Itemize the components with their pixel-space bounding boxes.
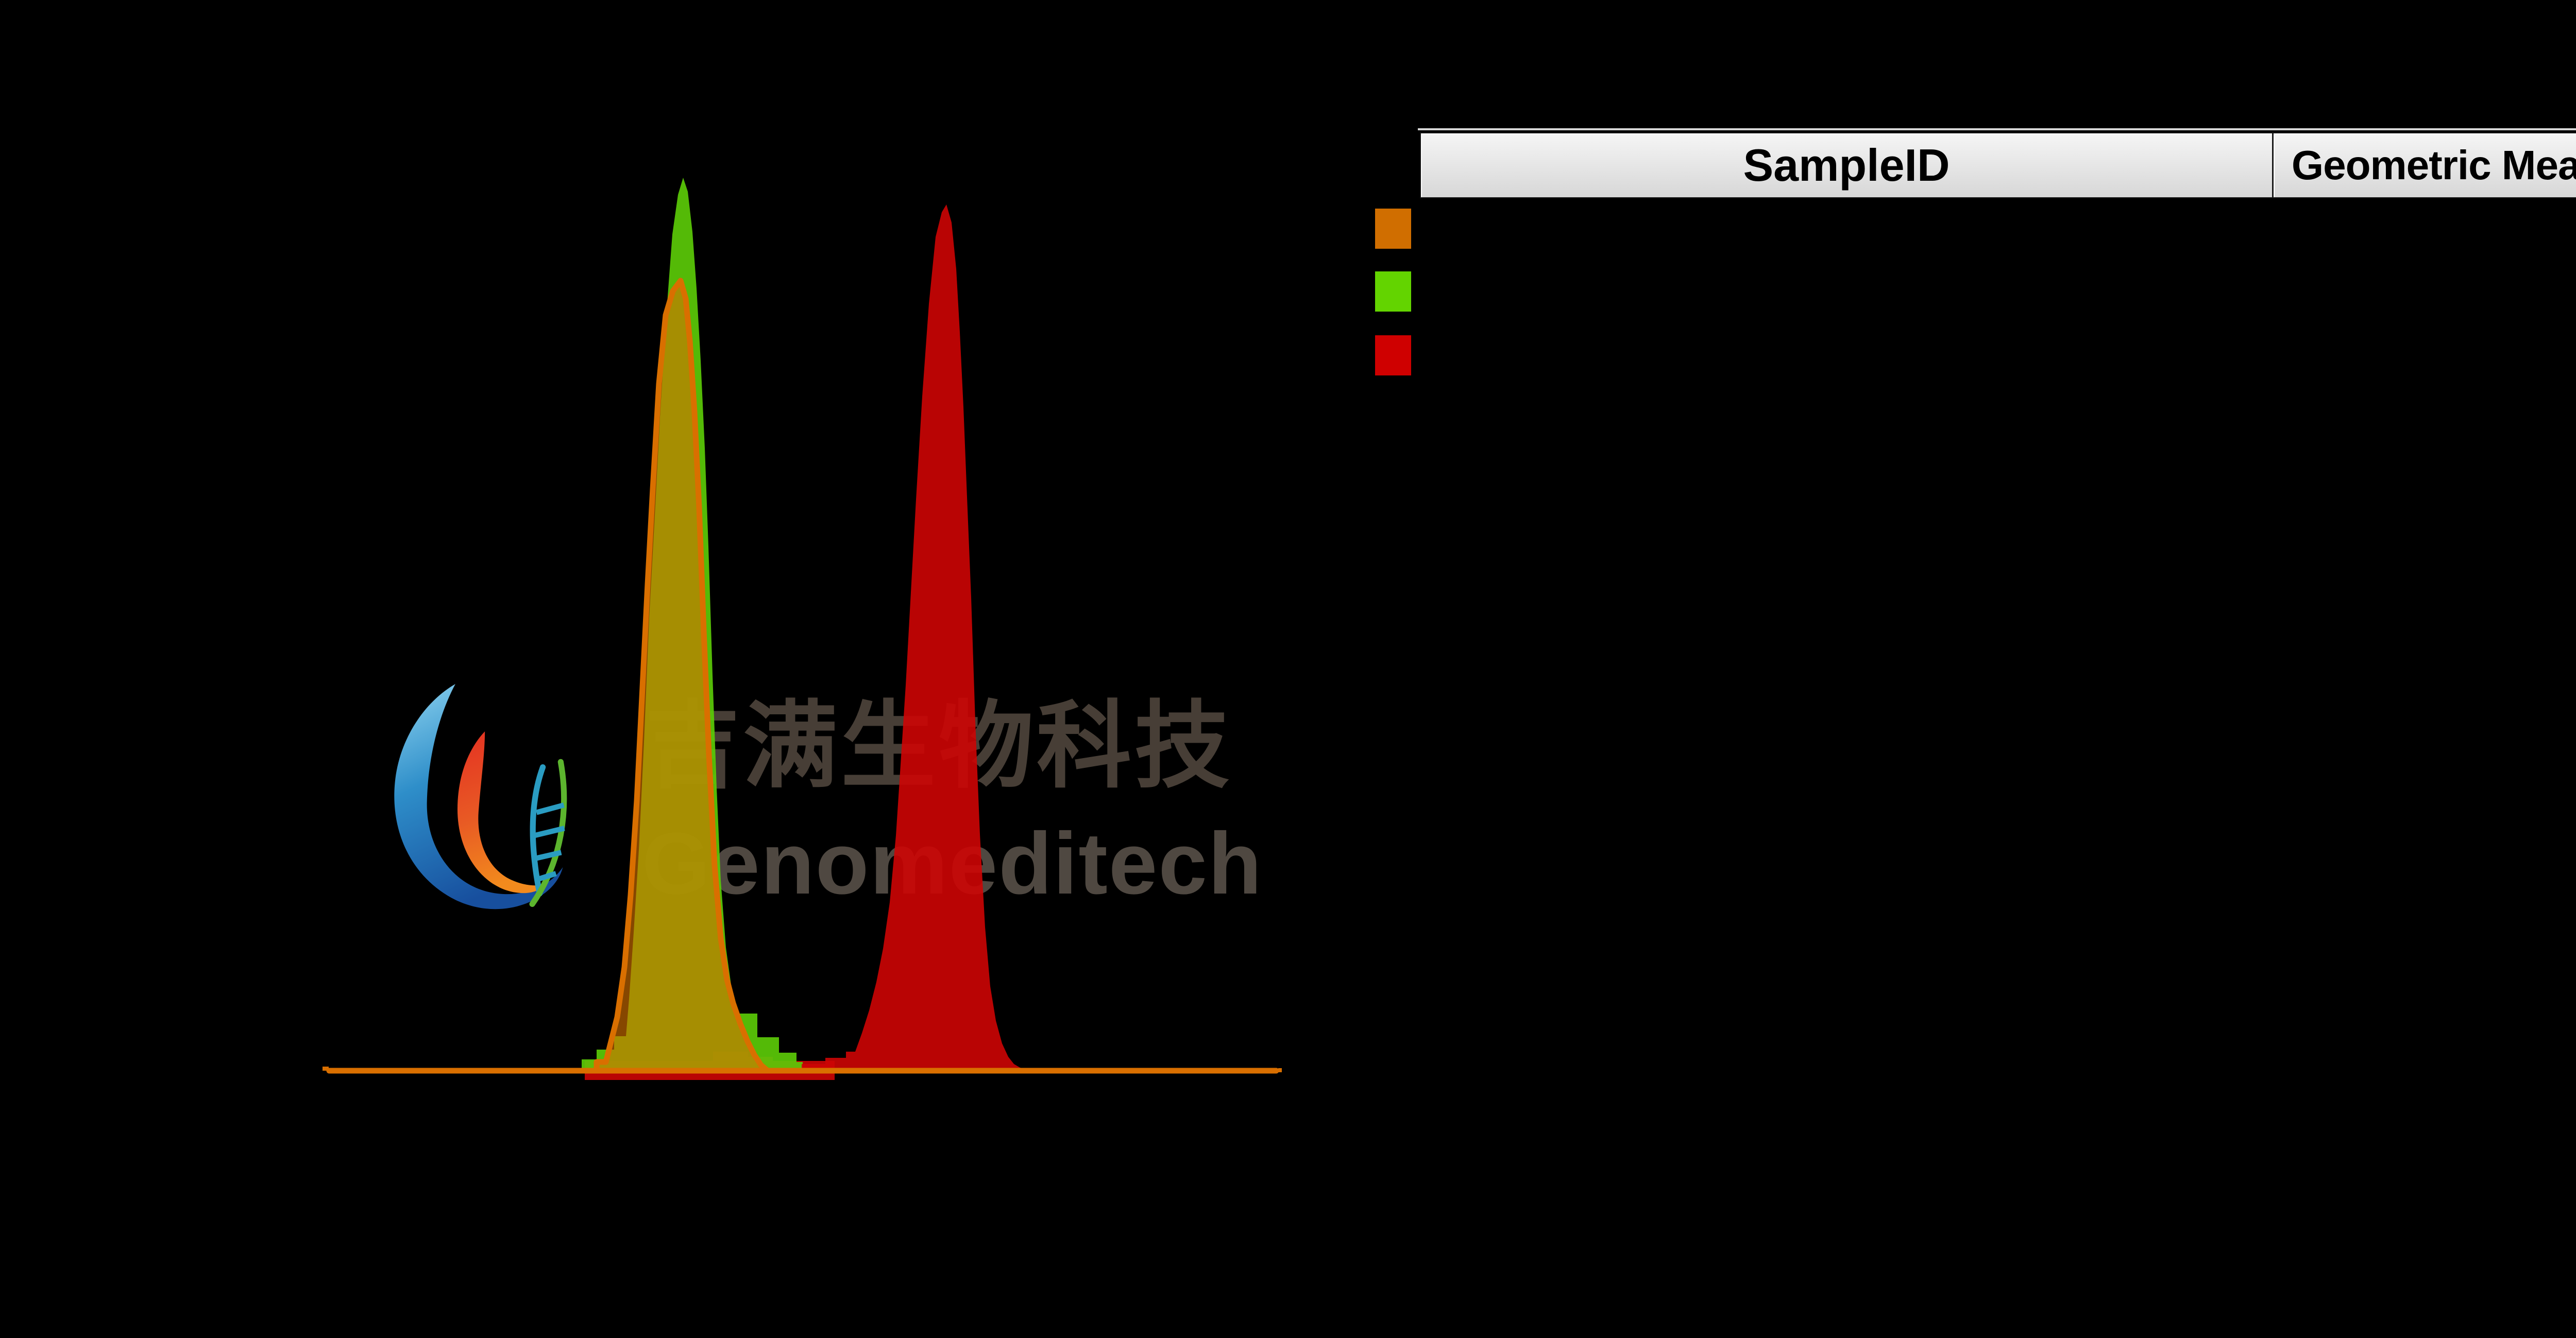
logo-flame	[457, 731, 547, 894]
legend-swatch-green	[1375, 271, 1411, 312]
logo-blue-swirl	[394, 684, 563, 910]
logo-dna-rungs	[533, 802, 565, 883]
logo-dna-strand-green	[529, 759, 567, 907]
table-top-divider	[1418, 128, 2576, 130]
header-cell-sampleid: SampleID	[1743, 140, 1950, 191]
genomeditech-logo-icon	[394, 684, 567, 910]
baseline-tick-1	[1278, 1068, 1282, 1072]
legend-swatch-red	[1375, 335, 1411, 375]
histogram-series-orange	[326, 278, 1279, 1074]
stats-table-header: SampleID Geometric Mean : FL11-H	[1420, 132, 2576, 198]
logo-dna-strand-teal	[530, 764, 546, 897]
header-cell-geometric-mean: Geometric Mean : FL11-H	[2272, 133, 2576, 197]
baseline-tick-0	[323, 1067, 329, 1071]
legend-swatch-orange	[1375, 209, 1411, 249]
histogram-series-red	[802, 204, 1035, 1071]
